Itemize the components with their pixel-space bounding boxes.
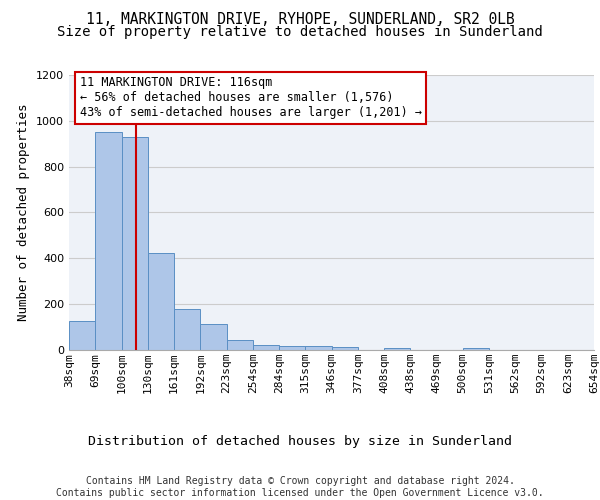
Bar <box>463 348 489 350</box>
Text: Distribution of detached houses by size in Sunderland: Distribution of detached houses by size … <box>88 435 512 448</box>
Bar <box>331 346 358 350</box>
Bar <box>253 346 279 350</box>
Bar <box>148 252 174 350</box>
Bar <box>227 340 253 350</box>
Bar <box>305 346 331 350</box>
Text: Contains HM Land Registry data © Crown copyright and database right 2024.
Contai: Contains HM Land Registry data © Crown c… <box>56 476 544 498</box>
Y-axis label: Number of detached properties: Number of detached properties <box>17 104 31 322</box>
Text: Size of property relative to detached houses in Sunderland: Size of property relative to detached ho… <box>57 25 543 39</box>
Bar <box>69 322 95 350</box>
Bar <box>384 348 410 350</box>
Bar <box>95 132 121 350</box>
Bar <box>200 324 227 350</box>
Bar <box>279 346 305 350</box>
Text: 11, MARKINGTON DRIVE, RYHOPE, SUNDERLAND, SR2 0LB: 11, MARKINGTON DRIVE, RYHOPE, SUNDERLAND… <box>86 12 514 28</box>
Bar <box>121 137 148 350</box>
Bar <box>174 308 200 350</box>
Text: 11 MARKINGTON DRIVE: 116sqm
← 56% of detached houses are smaller (1,576)
43% of : 11 MARKINGTON DRIVE: 116sqm ← 56% of det… <box>79 76 421 120</box>
